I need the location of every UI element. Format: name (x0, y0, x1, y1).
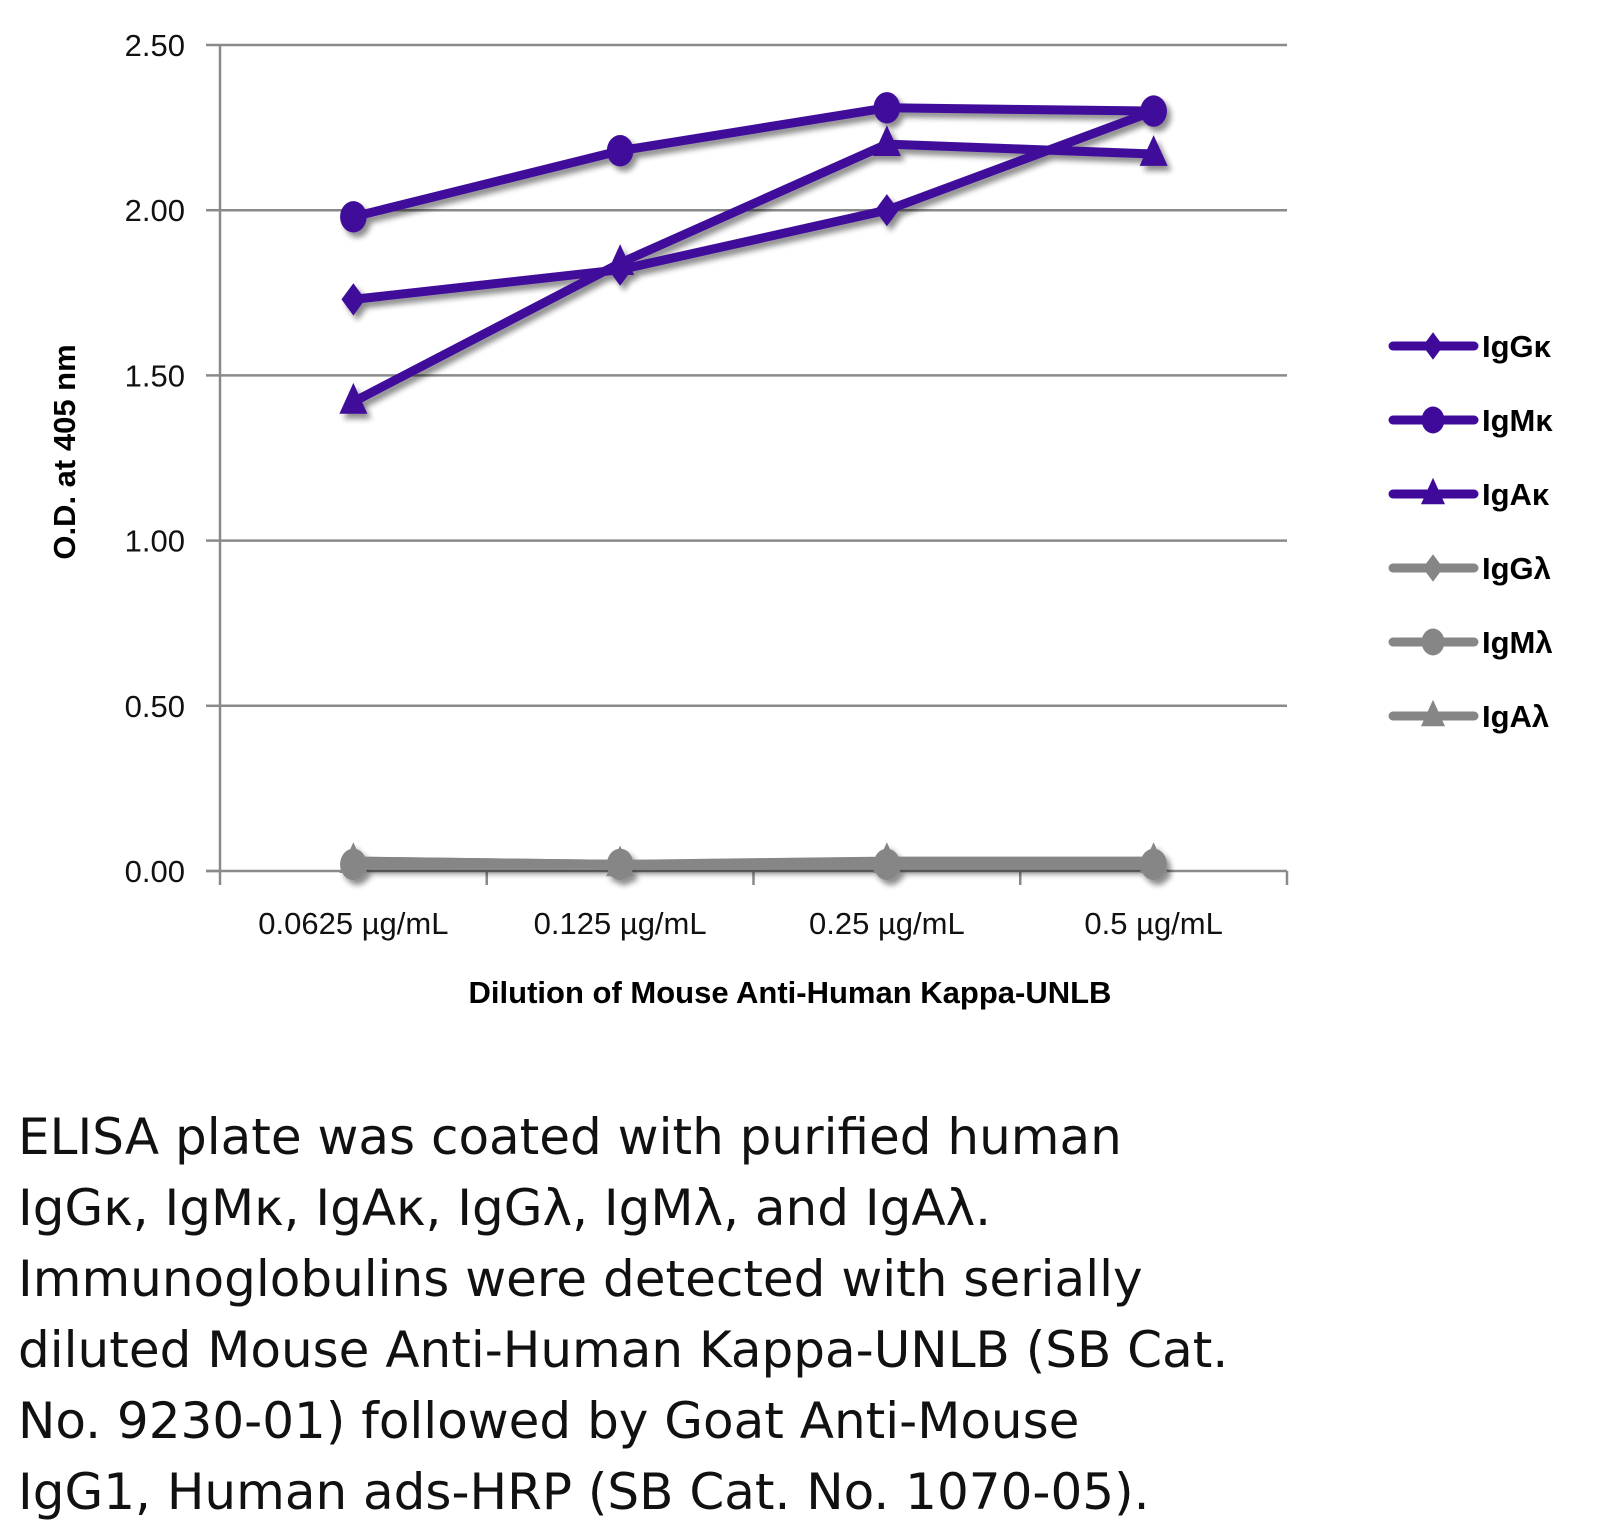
data-point (339, 842, 368, 873)
legend-label: IgMκ (1482, 403, 1553, 438)
caption-line: Immunoglobulins were detected with seria… (18, 1250, 1143, 1308)
data-point (606, 244, 635, 275)
legend-label: IgAκ (1482, 477, 1550, 512)
legend-item: IgMκ (1388, 403, 1553, 438)
legend-marker (1422, 554, 1444, 582)
axes (206, 43, 1289, 885)
series-line (352, 103, 1154, 222)
caption-line: ELISA plate was coated with purified hum… (18, 1108, 1122, 1166)
legend-item: IgGλ (1388, 551, 1551, 586)
y-tick-label: 1.50 (125, 358, 185, 393)
data-point (872, 125, 901, 157)
legend: IgGκ IgMκ IgAκ IgGλ IgMλ IgAλ (1388, 329, 1553, 734)
data-point (340, 201, 367, 233)
series-IgAκ (339, 125, 1168, 414)
y-axis-title: O.D. at 405 nm (47, 344, 82, 559)
series-IgAλ (339, 842, 1168, 877)
legend-marker (1421, 406, 1445, 434)
y-tick-label: 2.00 (125, 193, 185, 228)
legend-item: IgAλ (1388, 699, 1549, 734)
gridlines (220, 43, 1287, 708)
legend-marker (1422, 332, 1444, 360)
data-point (1139, 135, 1168, 166)
data-point (874, 194, 899, 227)
caption-line: IgG1, Human ads-HRP (SB Cat. No. 1070-05… (18, 1463, 1150, 1521)
legend-marker (1421, 628, 1445, 656)
x-tick-labels: 0.0625 µg/mL 0.125 µg/mL 0.25 µg/mL 0.5 µg/… (258, 906, 1223, 941)
legend-marker (1421, 477, 1445, 505)
legend-marker (1421, 699, 1445, 727)
data-point (1139, 842, 1168, 873)
y-tick-label: 0.50 (125, 689, 185, 724)
data-point (873, 92, 901, 124)
caption-line: IgGκ, IgMκ, IgAκ, IgGλ, IgMλ, and IgAλ. (18, 1179, 992, 1237)
legend-label: IgMλ (1482, 625, 1553, 660)
x-tick-label: 0.0625 µg/mL (258, 906, 448, 941)
elisa-line-chart: 0.00 0.50 1.00 1.50 2.00 2.50 0.0625 µg/mL 0.1… (47, 28, 1553, 1010)
series-line (353, 856, 1154, 869)
legend-item: IgMλ (1388, 625, 1553, 660)
figure-caption: ELISA plate was coated with purified hum… (18, 1102, 1608, 1528)
data-point (872, 842, 901, 873)
x-tick-label: 0.25 µg/mL (809, 906, 965, 941)
legend-label: IgGκ (1482, 329, 1552, 364)
data-point (1140, 95, 1167, 127)
y-tick-label: 1.00 (125, 524, 185, 559)
x-tick-label: 0.5 µg/mL (1084, 906, 1223, 941)
series-group (339, 92, 1168, 881)
data-point (606, 135, 634, 167)
series-line (352, 106, 1156, 304)
y-tick-label: 2.50 (125, 28, 185, 63)
caption-line: No. 9230-01) followed by Goat Anti-Mouse (18, 1392, 1080, 1450)
series-line (351, 139, 1154, 406)
y-tick-label: 0.00 (125, 854, 185, 889)
x-tick-label: 0.125 µg/mL (534, 906, 707, 941)
legend-item: IgGκ (1388, 329, 1552, 364)
series-IgMκ (340, 92, 1167, 233)
legend-label: IgGλ (1482, 551, 1551, 586)
data-point (341, 283, 366, 316)
legend-item: IgAκ (1388, 477, 1550, 512)
legend-label: IgAλ (1482, 699, 1549, 734)
data-point (339, 382, 368, 414)
caption-line: diluted Mouse Anti-Human Kappa-UNLB (SB … (18, 1321, 1229, 1379)
x-axis-title: Dilution of Mouse Anti-Human Kappa-UNLB (469, 975, 1112, 1010)
y-tick-labels: 0.00 0.50 1.00 1.50 2.00 2.50 (125, 28, 185, 889)
data-point (606, 845, 635, 877)
